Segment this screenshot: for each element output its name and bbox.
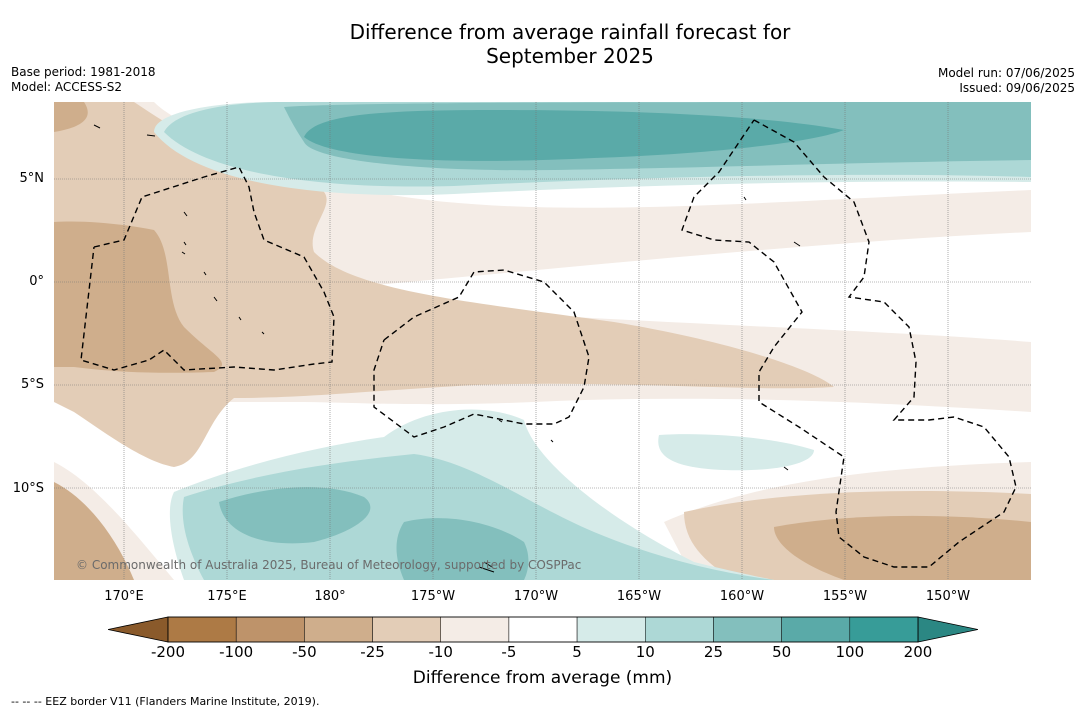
colorbar-cell (508, 616, 578, 643)
colorbar-cell (304, 616, 373, 643)
lat-label-0: 0° (29, 274, 44, 289)
wet-band-north-core (304, 110, 844, 161)
lat-label-5s: 5°S (20, 377, 44, 392)
colorbar-arrow-right (917, 616, 979, 643)
colorbar-cell (576, 616, 646, 643)
colorbar-frame (167, 616, 919, 643)
colorbar-tick-label: 50 (772, 643, 792, 661)
eez-borders (80, 119, 1017, 568)
colorbar-tick-label: 10 (635, 643, 655, 661)
eez-legend-note: -- -- -- EEZ border V11 (Flanders Marine… (11, 695, 320, 708)
rainfall-map (54, 102, 1031, 580)
model-run: Model run: 07/06/2025 (937, 66, 1075, 80)
title-line-1: Difference from average rainfall forecas… (349, 20, 791, 44)
lon-label-170e: 170°E (104, 589, 144, 604)
lon-label-175w: 175°W (410, 589, 456, 604)
lon-label-170w: 170°W (513, 589, 559, 604)
colorbar-cell (440, 616, 510, 643)
colorbar-cell (645, 616, 714, 643)
model-name: Model: ACCESS-S2 (11, 80, 123, 94)
lat-label-10s: 10°S (12, 481, 44, 496)
colorbar (107, 616, 979, 643)
lon-label-150w: 150°W (925, 589, 971, 604)
dry-strip-east (384, 322, 797, 382)
colorbar-tick-label: -25 (360, 643, 385, 661)
colorbar-tick-label: -200 (150, 643, 186, 661)
dry-area-west-core (54, 102, 223, 373)
colorbar-tick-label: 100 (835, 643, 865, 661)
lon-label-160w: 160°W (719, 589, 765, 604)
colorbar-tick-label: -50 (292, 643, 317, 661)
wet-patch-east (658, 434, 814, 471)
copyright-note: © Commonwealth of Australia 2025, Bureau… (76, 558, 582, 572)
colorbar-title: Difference from average (mm) (0, 668, 1085, 688)
lon-label-180: 180° (314, 589, 346, 604)
colorbar-tick-label: -5 (501, 643, 517, 661)
lon-label-155w: 155°W (822, 589, 868, 604)
map-title: Difference from average rainfall forecas… (0, 20, 1085, 68)
colorbar-tick-label: -10 (428, 643, 453, 661)
islands (93, 124, 801, 573)
wet-south-core (219, 487, 529, 580)
colorbar-title-text: Difference from average (mm) (412, 668, 673, 688)
colorbar-cell (167, 616, 237, 643)
colorbar-arrow-left (107, 616, 169, 643)
lon-label-165w: 165°W (616, 589, 662, 604)
colorbar-tick-label: 25 (703, 643, 723, 661)
title-line-2: September 2025 (486, 44, 654, 68)
wet-south (182, 454, 775, 580)
meta-left: Base period: 1981-2018 Model: ACCESS-S2 (11, 65, 156, 95)
colorbar-cell (781, 616, 851, 643)
colorbar-tick-label: 5 (572, 643, 582, 661)
meta-right: Model run: 07/06/2025 Issued: 09/06/2025 (938, 66, 1075, 96)
lon-label-175e: 175°E (207, 589, 247, 604)
issued-date: Issued: 09/06/2025 (959, 81, 1075, 95)
colorbar-cell (713, 616, 782, 643)
grid-lines (54, 102, 1031, 580)
lat-label-5n: 5°N (19, 171, 45, 186)
colorbar-tick-label: 200 (903, 643, 933, 661)
colorbar-tick-label: -100 (219, 643, 254, 661)
colorbar-cell (235, 616, 305, 643)
colorbar-cell (849, 616, 919, 643)
base-period: Base period: 1981-2018 (11, 65, 156, 79)
dry-southwest-core (54, 482, 134, 580)
colorbar-cell (372, 616, 441, 643)
